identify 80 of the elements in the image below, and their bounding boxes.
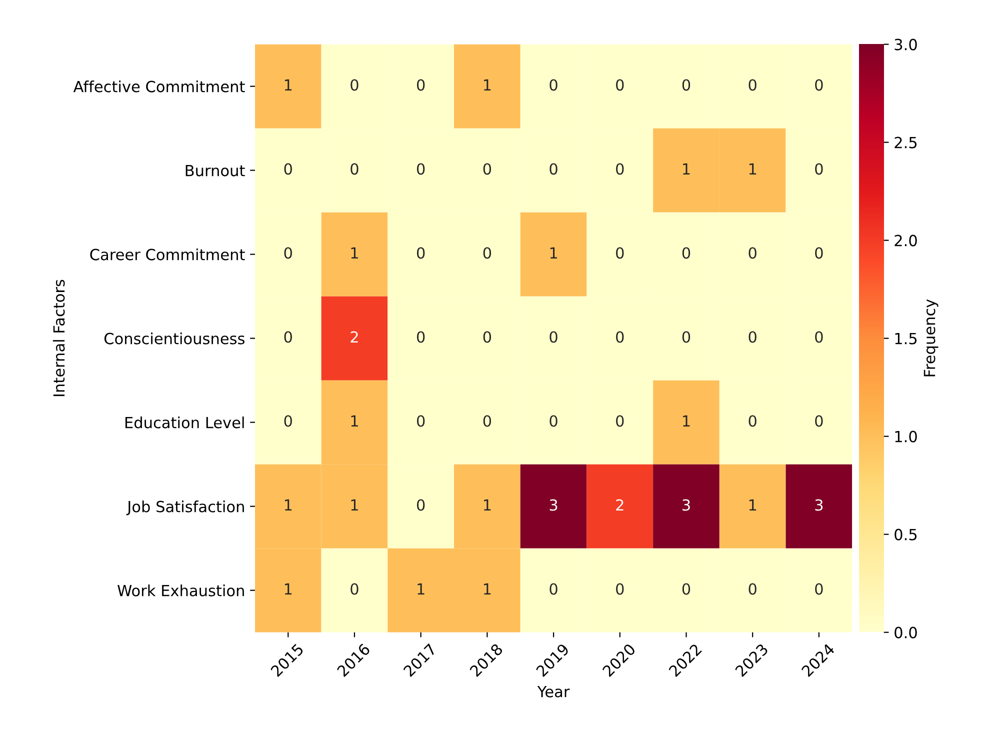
data-label: 1 [351, 415, 358, 427]
color-bar-title: Frequency [924, 299, 938, 376]
data-label: 1 [749, 163, 756, 175]
data-label: 2 [616, 499, 624, 511]
data-label: 0 [284, 415, 292, 427]
y-tick-label: Work Exhaustion [118, 584, 244, 596]
data-label: 0 [815, 583, 823, 595]
data-label: 1 [418, 583, 424, 595]
data-label: 0 [815, 163, 823, 175]
data-label: 0 [616, 79, 624, 91]
data-label: 3 [550, 499, 558, 511]
data-label: 0 [815, 79, 823, 91]
color-bar-label: 2.5 [894, 136, 917, 148]
data-label: 1 [683, 163, 690, 175]
data-label: 0 [416, 499, 425, 511]
data-label: 0 [550, 583, 558, 595]
data-label: 0 [815, 415, 823, 427]
y-axis-title: Internal Factors [52, 280, 65, 396]
color-bar-label: 1.0 [895, 430, 917, 442]
data-label: 0 [350, 163, 358, 175]
data-label: 1 [351, 247, 358, 259]
y-tick-label: Career Commitment [90, 248, 245, 260]
data-label: 0 [350, 583, 358, 595]
data-label: 3 [815, 499, 823, 511]
color-bar-label: 1.5 [895, 332, 917, 344]
data-label: 3 [682, 499, 690, 511]
y-tick-label: Conscientiousness [104, 332, 244, 344]
data-label: 0 [682, 583, 690, 595]
data-label: 0 [416, 163, 425, 175]
data-label: 1 [683, 415, 690, 427]
y-tick-label: Job Satisfaction [126, 500, 244, 516]
data-label: 0 [483, 415, 492, 427]
data-label: 0 [748, 247, 756, 259]
data-label: 0 [616, 415, 624, 427]
data-label: 0 [416, 247, 425, 259]
color-bar-label: 0.0 [894, 626, 917, 638]
data-label: 0 [815, 247, 823, 259]
data-label: 0 [284, 247, 292, 259]
data-label: 0 [550, 415, 558, 427]
data-label: 0 [284, 331, 292, 343]
data-label: 0 [616, 583, 624, 595]
data-label: 0 [416, 415, 425, 427]
data-label: 1 [749, 499, 756, 511]
data-label: 1 [284, 79, 292, 91]
data-label: 0 [284, 163, 292, 175]
data-label: 0 [748, 415, 756, 427]
data-label: 0 [616, 163, 624, 175]
color-bar-label: 0.5 [894, 528, 917, 540]
data-label: 0 [616, 247, 624, 259]
data-label: 1 [351, 499, 358, 511]
data-label: 0 [682, 247, 690, 259]
data-label: 0 [748, 331, 756, 343]
data-label: 1 [550, 247, 557, 259]
y-tick-label: Education Level [125, 416, 244, 428]
y-tick-label: Affective Commitment [73, 80, 245, 92]
data-label: 1 [484, 499, 491, 511]
data-label: 0 [682, 79, 690, 91]
x-axis-title: Year [537, 686, 570, 698]
color-bar-label: 3.0 [894, 38, 917, 50]
data-label: 0 [748, 583, 756, 595]
color-bar-label: 2.0 [894, 234, 917, 246]
data-label: 0 [483, 163, 492, 175]
data-label: 0 [550, 163, 558, 175]
data-label: 0 [416, 79, 425, 91]
data-label: 0 [682, 331, 690, 343]
data-label: 0 [350, 79, 358, 91]
data-label: 0 [616, 331, 624, 343]
y-tick-label: Burnout [186, 164, 245, 176]
data-label: 1 [484, 79, 491, 91]
data-label: 1 [284, 499, 292, 511]
data-label: 2 [350, 331, 358, 343]
data-label: 0 [815, 331, 823, 343]
data-label: 1 [284, 583, 292, 595]
data-label: 0 [550, 331, 558, 343]
data-label: 1 [484, 583, 491, 595]
data-label: 0 [416, 331, 425, 343]
data-label: 0 [748, 79, 756, 91]
data-label: 0 [483, 331, 492, 343]
data-label: 0 [483, 247, 492, 259]
data-label: 0 [550, 79, 558, 91]
